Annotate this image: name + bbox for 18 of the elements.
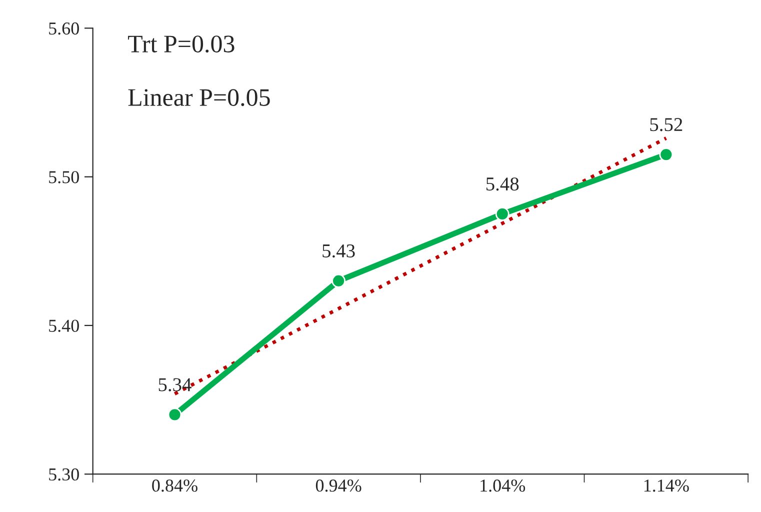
data-label: 5.43 <box>322 244 355 258</box>
y-tick-label: 5.30 <box>49 468 79 481</box>
y-tick-label: 5.40 <box>49 320 79 332</box>
point <box>495 207 510 221</box>
y-tick-label: 5.60 <box>49 22 79 35</box>
point <box>332 274 346 288</box>
point <box>168 408 182 422</box>
x-tick-label: 0.94% <box>316 479 362 492</box>
annotation: Trt P=0.03 <box>128 36 234 53</box>
x-tick-label: 1.04% <box>480 479 526 492</box>
data-label: 5.48 <box>486 177 519 191</box>
x-tick-label: 0.84% <box>152 479 198 492</box>
y-tick-label: 5.50 <box>49 171 79 184</box>
point <box>659 148 674 162</box>
data-label: 5.52 <box>650 118 682 132</box>
data-label: 5.34 <box>158 378 192 392</box>
x-tick-label: 1.14% <box>644 479 689 492</box>
annotation: Linear P=0.05 <box>128 89 270 106</box>
